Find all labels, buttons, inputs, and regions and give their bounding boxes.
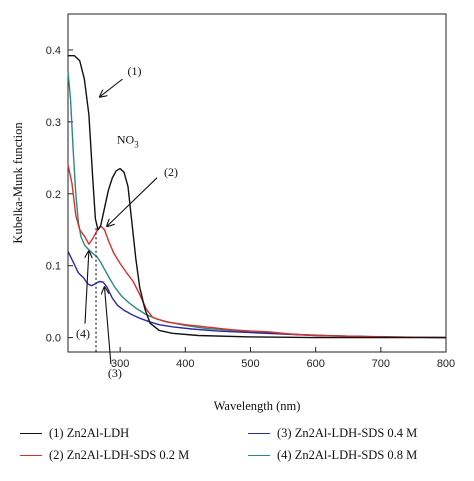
series-line-2 [67,164,447,339]
series-line-1 [68,55,446,339]
y-tick-label: 0.1 [46,261,61,273]
annotation-label: (4) [76,327,90,341]
annotation-arrow [104,287,112,365]
chart-svg: 300 400 500 600 700 800 0.0 0.1 0.2 0.3 0.4 (1) (2)… [11,13,455,413]
legend-item: (3) Zn2Al-LDH-SDS 0.4 M [248,426,417,441]
legend-item: (1) Zn2Al-LDH [20,426,129,441]
peak-label-no3: NO3 [117,132,139,149]
series-line-4 [67,71,447,339]
y-axis-title: Kubelka-Munk function [11,122,25,244]
x-tick-label: 400 [176,358,194,370]
annotation-label: (1) [127,64,141,78]
legend: (1) Zn2Al-LDH (2) Zn2Al-LDH-SDS 0.2 M (3… [20,426,460,470]
legend-item: (2) Zn2Al-LDH-SDS 0.2 M [20,448,189,463]
legend-label: (1) Zn2Al-LDH [49,426,130,440]
annotation-arrow [107,177,158,226]
plot-frame [67,13,447,353]
annotation-label: (3) [108,366,122,380]
annotation-arrow [100,78,123,97]
series-group [67,55,447,339]
tick-group: 300 400 500 600 700 800 0.0 0.1 0.2 0.3 0.4 [46,45,455,370]
x-tick-label: 300 [111,358,129,370]
x-tick-label: 500 [241,358,259,370]
legend-item: (4) Zn2Al-LDH-SDS 0.8 M [248,448,417,463]
legend-swatch [248,433,270,434]
legend-label: (4) Zn2Al-LDH-SDS 0.8 M [277,448,418,462]
annotation-group: (1) (2) (3) (4) NO3 [76,64,178,380]
x-tick-label: 800 [437,358,455,370]
annotation-arrow [84,251,89,324]
x-tick-label: 600 [306,358,324,370]
y-tick-label: 0.3 [46,117,61,129]
y-tick-label: 0.4 [46,45,61,57]
legend-swatch [20,455,42,456]
legend-swatch [20,433,42,434]
legend-swatch [248,455,270,456]
legend-label: (3) Zn2Al-LDH-SDS 0.4 M [277,426,418,440]
annotation-label: (2) [164,165,178,179]
series-line-3 [67,250,447,339]
x-axis-title: Wavelength (nm) [214,399,301,413]
legend-label: (2) Zn2Al-LDH-SDS 0.2 M [49,448,190,462]
y-tick-label: 0.0 [46,333,61,345]
y-tick-label: 0.2 [46,189,61,201]
x-tick-label: 700 [372,358,390,370]
